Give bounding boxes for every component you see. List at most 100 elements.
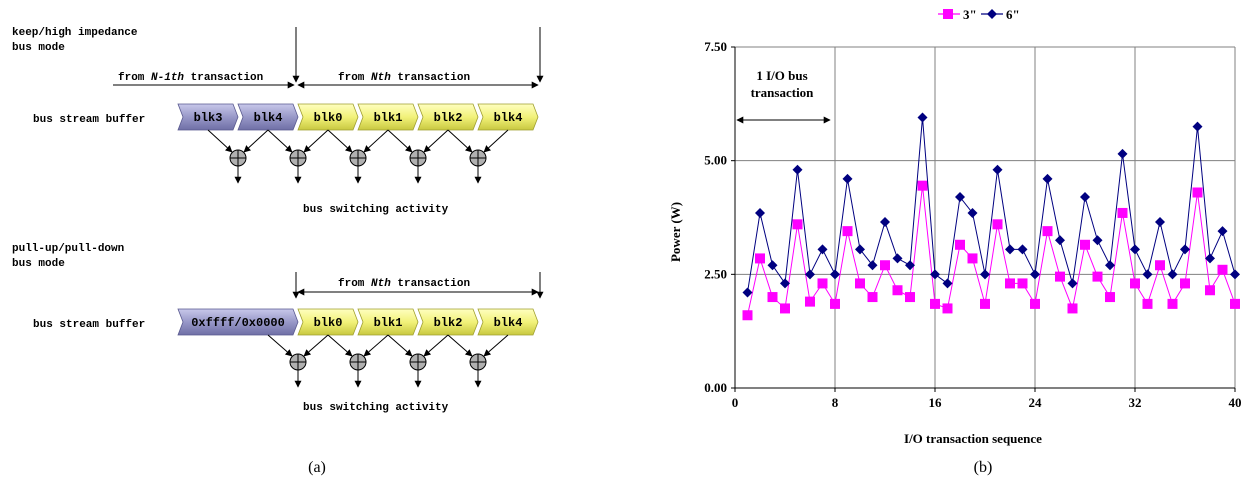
bottom-xor-1-in-b — [363, 334, 389, 357]
series-6in-point-27 — [1080, 192, 1090, 203]
series-6in-point-11 — [880, 217, 890, 228]
bottom-xor-3-cross — [470, 354, 486, 370]
series-6in-line — [747, 117, 1236, 293]
series-3in-point-38 — [1217, 264, 1228, 275]
series-6in-point-8 — [842, 173, 853, 184]
series-3in-point-13 — [905, 292, 915, 303]
bottom-activity-label: bus switching activity — [303, 402, 449, 414]
x-tick-label-5: 40 — [1229, 395, 1242, 410]
series-6in-point-22 — [1017, 244, 1028, 255]
series-6in-point-4 — [792, 164, 803, 175]
diagram-top: keep/high impedance bus mode from N-1th … — [12, 27, 544, 216]
series-6in-point-5 — [805, 269, 815, 280]
series-3in-point-0 — [742, 310, 753, 321]
x-tick-label-2: 16 — [929, 395, 943, 410]
top-xor-0-in-b — [243, 129, 269, 153]
top-block-new-1: blk1 — [357, 103, 419, 131]
series-6in-point-29 — [1105, 260, 1115, 271]
top-block-new-1-label: blk1 — [374, 111, 403, 125]
series-3in-point-11 — [880, 260, 890, 271]
x-tick-label-4: 32 — [1129, 395, 1142, 410]
top-mode-line1: keep/high impedance — [12, 27, 138, 39]
top-block-old-0: blk3 — [177, 103, 239, 131]
series-3in-point-28 — [1092, 271, 1103, 282]
series-6in-point-23 — [1030, 269, 1040, 280]
series-3in-point-18 — [967, 253, 978, 264]
plot-area — [735, 47, 1235, 388]
top-activity-label: bus switching activity — [303, 204, 449, 216]
bottom-xor-2-in-b — [423, 334, 449, 357]
y-tick-label-1: 2.50 — [704, 266, 727, 281]
series-6in-point-16 — [942, 278, 953, 289]
top-xor-0-cross — [230, 150, 246, 166]
legend-3in-label: 3" — [963, 7, 977, 22]
series-6in-point-17 — [955, 192, 965, 203]
chart-grid — [735, 46, 1236, 388]
caption-b: (b) — [974, 459, 993, 476]
power-chart: 3" 6" 0.00 2.50 5.00 7.50 0 8 16 24 32 40 I/O tra… — [668, 7, 1242, 476]
series-6in-point-26 — [1067, 278, 1078, 289]
series-3in-point-39 — [1230, 298, 1240, 309]
top-block-new-3-label: blk4 — [494, 111, 523, 125]
legend-6in-label: 6" — [1006, 7, 1020, 22]
bottom-block-new-1: blk1 — [357, 308, 419, 336]
series-3in-point-8 — [842, 226, 853, 237]
bottom-xor-gates — [267, 334, 509, 388]
series-3in-point-34 — [1167, 298, 1178, 309]
top-buffer-blocks: blk3 blk4 blk0 blk1 blk2 blk4 — [177, 103, 539, 131]
series-3in-point-32 — [1142, 298, 1153, 309]
y-tick-label-0: 0.00 — [704, 380, 727, 395]
series-3in-point-29 — [1105, 292, 1115, 303]
series-6in-point-0 — [742, 287, 753, 298]
series-3in-point-2 — [767, 292, 778, 303]
y-tick-label-3: 7.50 — [704, 39, 727, 54]
series-3in-point-5 — [805, 296, 815, 307]
series-6in-point-3 — [780, 278, 790, 289]
top-xor-4-cross — [470, 150, 486, 166]
series-6in-point-30 — [1117, 148, 1128, 159]
series-3in-point-21 — [1005, 278, 1015, 289]
series-6in-point-34 — [1167, 269, 1178, 280]
top-next-transaction-label: from Nth transaction — [338, 72, 470, 84]
bottom-buffer-blocks: 0xffff/0x0000 blk0 blk1 blk2 blk4 — [177, 308, 539, 336]
top-xor-3-in-b — [423, 129, 449, 153]
top-xor-4-in-b — [483, 129, 509, 153]
series-3in-point-25 — [1055, 271, 1065, 282]
series-3in-line — [747, 185, 1236, 316]
bottom-buffer-label: bus stream buffer — [33, 319, 145, 331]
series-3in-point-14 — [917, 180, 928, 191]
series-3in-point-17 — [955, 239, 965, 250]
bottom-block-new-2: blk2 — [417, 308, 479, 336]
series-6in-point-19 — [980, 269, 990, 280]
top-mode-line2: bus mode — [12, 42, 65, 54]
series-6in-point-2 — [767, 260, 778, 271]
diagram-bottom: pull-up/pull-down bus mode from Nth tran… — [12, 243, 544, 414]
series-3in-point-16 — [942, 303, 953, 314]
bottom-xor-2-in-a — [387, 334, 413, 357]
series-6in-point-33 — [1155, 217, 1165, 228]
bottom-block-new-0: blk0 — [297, 308, 359, 336]
series-6in-point-1 — [755, 207, 765, 218]
bottom-xor-1-cross — [350, 354, 366, 370]
chart-legend: 3" 6" — [938, 7, 1020, 22]
bottom-block-new-2-label: blk2 — [434, 316, 463, 330]
series-6in-point-37 — [1205, 253, 1215, 264]
series-6in-point-20 — [992, 164, 1003, 175]
series-3in-point-20 — [992, 219, 1003, 230]
top-prev-transaction-label: from N-1th transaction — [118, 72, 263, 84]
bottom-xor-3-in-b — [483, 334, 509, 357]
bottom-xor-0-in-b — [303, 334, 329, 357]
series-6in-point-31 — [1130, 244, 1140, 255]
top-block-new-2-label: blk2 — [434, 111, 463, 125]
x-tick-label-0: 0 — [732, 395, 739, 410]
series-3in-point-15 — [930, 298, 940, 309]
bottom-block-new-0-label: blk0 — [314, 316, 343, 330]
series-6in-point-18 — [967, 207, 978, 218]
series-6in-point-39 — [1230, 269, 1240, 280]
series-3in-point-10 — [867, 292, 878, 303]
x-axis-label: I/O transaction sequence — [904, 431, 1042, 446]
series-6in-point-35 — [1180, 244, 1190, 255]
series-6in-point-21 — [1005, 244, 1015, 255]
top-xor-gates — [207, 129, 509, 184]
